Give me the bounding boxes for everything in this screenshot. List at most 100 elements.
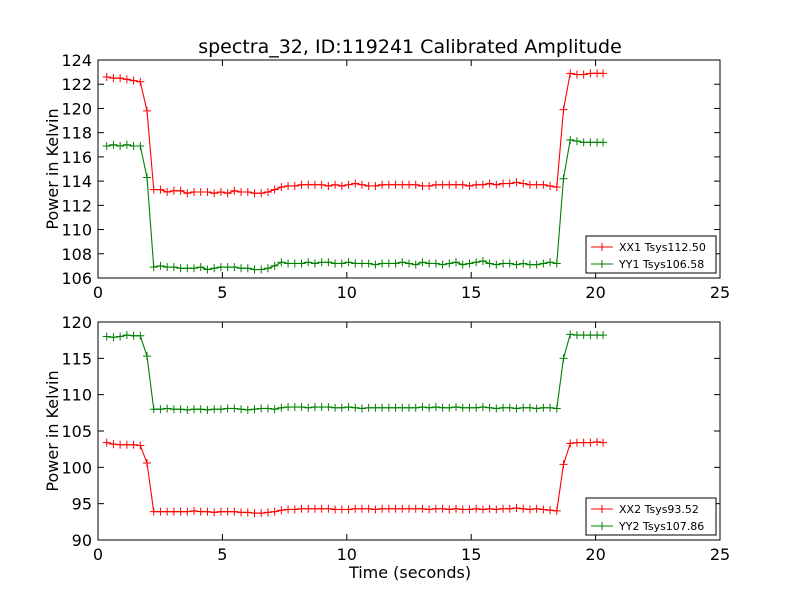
data-point — [149, 405, 158, 414]
data-point — [458, 403, 467, 412]
data-point — [472, 258, 481, 267]
data-point — [277, 258, 286, 267]
y-axis-label: Power in Kelvin — [43, 108, 62, 229]
data-point — [411, 180, 420, 189]
data-point — [586, 69, 595, 78]
data-point — [465, 259, 474, 268]
data-point — [384, 403, 393, 412]
data-point — [593, 437, 602, 446]
data-point — [331, 180, 340, 189]
data-point — [559, 460, 568, 469]
data-point — [230, 263, 239, 272]
axes-frame — [97, 321, 721, 541]
data-point — [351, 504, 360, 513]
data-point — [122, 75, 131, 84]
data-point — [505, 259, 514, 268]
data-point — [492, 260, 501, 269]
data-point — [472, 504, 481, 513]
data-point — [331, 403, 340, 412]
data-point — [431, 180, 440, 189]
data-point — [351, 259, 360, 268]
data-point — [398, 403, 407, 412]
data-point — [546, 258, 555, 267]
data-point — [143, 458, 152, 467]
legend-marker — [598, 260, 606, 268]
data-point — [102, 438, 111, 447]
data-point — [190, 188, 199, 197]
data-point — [344, 505, 353, 514]
data-point — [210, 405, 219, 414]
data-point — [425, 259, 434, 268]
data-point — [257, 265, 266, 274]
data-point — [391, 403, 400, 412]
data-point — [465, 181, 474, 190]
data-point — [519, 179, 528, 188]
data-point — [566, 69, 575, 78]
y-tick-label: 100 — [61, 458, 92, 477]
data-point — [163, 404, 172, 413]
data-point — [257, 189, 266, 198]
data-point — [499, 259, 508, 268]
data-point — [331, 505, 340, 514]
data-point — [129, 76, 138, 85]
data-point — [552, 404, 561, 413]
data-point — [216, 405, 225, 414]
y-tick-label: 105 — [61, 422, 92, 441]
data-point — [337, 181, 346, 190]
data-point — [539, 180, 548, 189]
y-tick-label: 112 — [61, 196, 92, 215]
data-point — [297, 504, 306, 513]
data-point — [425, 181, 434, 190]
data-point — [552, 506, 561, 515]
data-point — [149, 507, 158, 516]
y-tick-label: 118 — [61, 124, 92, 143]
data-point — [237, 508, 246, 517]
data-point — [405, 180, 413, 189]
data-point — [284, 505, 293, 514]
data-point — [357, 504, 366, 513]
data-point — [263, 188, 272, 197]
data-point — [109, 440, 118, 449]
data-point — [525, 260, 534, 269]
data-point — [183, 405, 192, 414]
data-point — [230, 507, 239, 516]
data-point — [418, 403, 427, 412]
data-point — [196, 405, 205, 414]
data-point — [431, 259, 440, 268]
y-tick-label: 114 — [61, 172, 92, 191]
data-point — [156, 405, 165, 414]
data-point — [324, 504, 333, 513]
data-point — [445, 180, 454, 189]
data-point — [169, 507, 178, 516]
data-point — [579, 331, 588, 340]
y-tick-label: 120 — [61, 99, 92, 118]
data-point — [337, 259, 346, 268]
data-point — [270, 507, 279, 516]
data-point — [384, 259, 393, 268]
data-point — [196, 507, 205, 516]
y-axis-label: Power in Kelvin — [43, 370, 62, 491]
data-point — [431, 403, 440, 412]
data-point — [411, 260, 420, 269]
x-tick-label: 5 — [217, 545, 227, 564]
data-point — [559, 354, 568, 363]
y-tick-label: 115 — [61, 349, 92, 368]
data-point — [599, 438, 608, 447]
data-point — [297, 259, 306, 268]
data-point — [210, 508, 219, 517]
data-point — [163, 263, 172, 272]
data-point — [203, 188, 212, 197]
data-point — [378, 180, 387, 189]
data-point — [546, 181, 555, 190]
data-point — [445, 403, 454, 412]
data-point — [116, 440, 125, 449]
y-tick-label: 124 — [61, 51, 92, 70]
data-point — [116, 74, 125, 83]
legend: XX1 Tsys112.50 YY1 Tsys106.58 — [585, 235, 717, 274]
data-point — [579, 138, 588, 147]
data-point — [143, 352, 152, 361]
data-point — [310, 403, 319, 412]
y-tick-label: 95 — [72, 495, 92, 514]
data-point — [344, 403, 353, 412]
data-point — [532, 260, 541, 269]
